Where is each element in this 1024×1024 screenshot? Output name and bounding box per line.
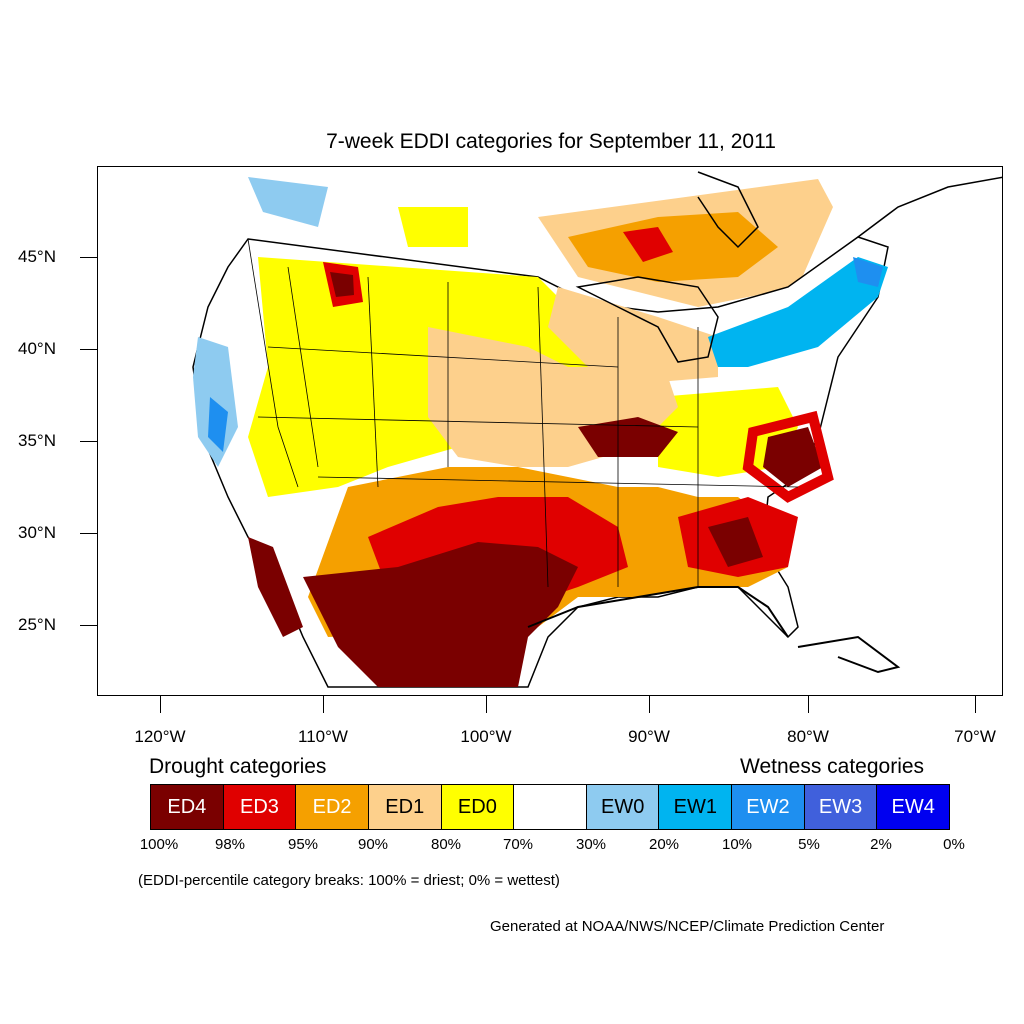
ed4-carolinas [763, 427, 823, 487]
lon-tick [323, 696, 324, 713]
lat-label-30: 30°N [18, 523, 56, 542]
lat-tick [80, 441, 97, 442]
eddi-map [192, 171, 1002, 688]
legend-cell-ew3: EW3 [804, 785, 878, 829]
ed0-southeast [658, 387, 798, 477]
legend-cell-ed0: ED0 [441, 785, 515, 829]
lon-label-90w: 90°W [628, 727, 670, 746]
lon-tick [160, 696, 161, 713]
state-boundaries [247, 238, 799, 588]
canada-ed0-patch [398, 207, 468, 247]
map-title: 7-week EDDI categories for September 11,… [326, 130, 776, 153]
lon-tick [808, 696, 809, 713]
hudson-bay-outline [697, 171, 759, 249]
map-panel [97, 166, 1003, 696]
ew2-california [208, 397, 228, 452]
lon-label-80w: 80°W [787, 727, 829, 746]
category-legend: ED4 ED3 ED2 ED1 ED0 EW0 EW1 EW2 EW3 EW4 [150, 784, 950, 830]
category-break-note: (EDDI-percentile category breaks: 100% =… [138, 872, 560, 889]
break-label: 5% [798, 836, 820, 853]
break-label: 80% [430, 836, 462, 853]
break-label: 70% [502, 836, 534, 853]
drought-categories-heading: Drought categories [149, 755, 327, 778]
break-label: 2% [870, 836, 892, 853]
lat-label-45: 45°N [18, 247, 56, 266]
lat-tick [80, 257, 97, 258]
legend-cell-ew2: EW2 [732, 785, 805, 829]
break-label: 90% [357, 836, 389, 853]
break-label: 100% [139, 836, 179, 853]
lon-label-100w: 100°W [460, 727, 512, 746]
atlantic-coast-outline [857, 176, 1002, 238]
canada-ew-patch [248, 177, 328, 227]
break-label: 10% [721, 836, 753, 853]
lon-label-120w: 120°W [134, 727, 186, 746]
legend-cell-ew0: EW0 [586, 785, 660, 829]
legend-cell-ed2: ED2 [296, 785, 369, 829]
lat-tick [80, 533, 97, 534]
lon-tick [975, 696, 976, 713]
ed4-texas-mexico [303, 542, 578, 687]
lon-label-110w: 110°W [298, 727, 348, 746]
legend-cell-ew1: EW1 [659, 785, 733, 829]
break-label: 95% [287, 836, 319, 853]
ed4-georgia [708, 517, 763, 567]
lon-label-70w: 70°W [954, 727, 996, 746]
legend-cell-ed1: ED1 [368, 785, 442, 829]
ed3-carolinas-ring [742, 410, 834, 503]
legend-cell-ed4: ED4 [151, 785, 224, 829]
ew-northeast [708, 257, 888, 367]
legend-cell-ed3: ED3 [223, 785, 297, 829]
lat-label-25: 25°N [18, 615, 56, 634]
lat-label-40: 40°N [18, 339, 56, 358]
great-lakes-outline [575, 276, 719, 363]
canada-ed3-patch [623, 227, 673, 262]
lat-label-35: 35°N [18, 431, 56, 450]
canada-ed2-region [568, 212, 778, 282]
ed4-montana-core [330, 272, 354, 297]
credit-line: Generated at NOAA/NWS/NCEP/Climate Predi… [490, 918, 885, 935]
break-label: 0% [943, 836, 965, 853]
lon-tick [486, 696, 487, 713]
break-label: 20% [648, 836, 680, 853]
cuba-outline [797, 635, 901, 674]
lat-tick [80, 349, 97, 350]
legend-cell-ew4: EW4 [877, 785, 950, 829]
ed4-missouri-arkansas [578, 417, 678, 457]
legend-cell-normal [514, 785, 587, 829]
break-label: 98% [214, 836, 246, 853]
ew2-new-england [853, 257, 883, 287]
lon-tick [649, 696, 650, 713]
lat-tick [80, 625, 97, 626]
wetness-categories-heading: Wetness categories [740, 755, 925, 778]
break-label: 30% [575, 836, 607, 853]
ed4-baja [248, 537, 303, 637]
